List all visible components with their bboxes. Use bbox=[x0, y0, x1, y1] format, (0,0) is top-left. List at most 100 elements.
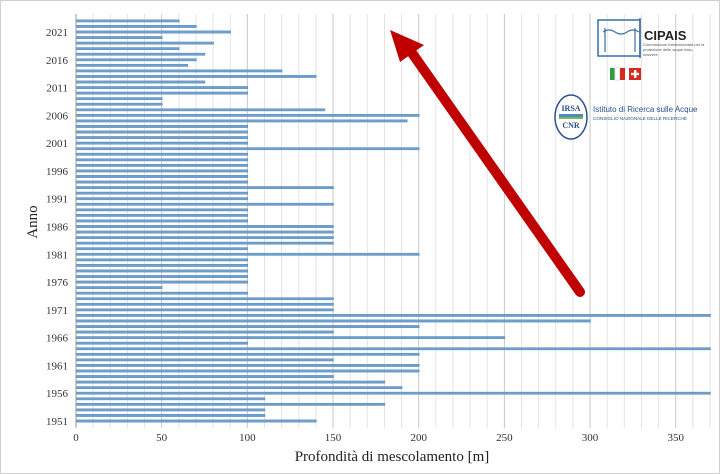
irsa-logo-graphic: IRSA CNR Istituto di Ricerca sulle Acque… bbox=[554, 94, 698, 140]
bar-1967 bbox=[76, 330, 334, 334]
swiss-flag-icon bbox=[629, 68, 641, 80]
cipais-name: CIPAIS bbox=[644, 28, 687, 43]
y-tick-label: 2001 bbox=[46, 138, 68, 150]
bar-1987 bbox=[76, 219, 249, 223]
x-axis-label: Profondità di mescolamento [m] bbox=[295, 449, 490, 465]
cipais-square-icon bbox=[597, 19, 641, 57]
irsa-cnr-logo: IRSA CNR Istituto di Ricerca sulle Acque… bbox=[553, 92, 713, 142]
y-tick-label: 1961 bbox=[46, 360, 68, 372]
x-tick-labels: 0 50 100 150 200 250 300 350 bbox=[73, 432, 684, 444]
bar-1957 bbox=[76, 386, 403, 390]
arrow-shaft bbox=[407, 48, 585, 297]
x-tick-label: 50 bbox=[156, 432, 168, 444]
y-tick-label: 1956 bbox=[46, 388, 69, 400]
bar-1965 bbox=[76, 341, 249, 345]
bar-1972 bbox=[76, 302, 334, 306]
bar-1998 bbox=[76, 158, 249, 162]
bar-1976 bbox=[76, 280, 249, 284]
bar-2004 bbox=[76, 125, 249, 128]
bar-1991 bbox=[76, 197, 249, 201]
arrow-head bbox=[390, 30, 424, 62]
x-tick-label: 350 bbox=[667, 432, 684, 444]
bar-1956 bbox=[76, 391, 711, 395]
x-tick-label: 0 bbox=[73, 432, 79, 444]
bar-1970 bbox=[76, 314, 711, 317]
bar-1984 bbox=[76, 236, 334, 239]
bar-2013 bbox=[76, 75, 317, 78]
cipais-wave-icon bbox=[602, 29, 640, 35]
bar-1958 bbox=[76, 380, 386, 384]
bar-1974 bbox=[76, 291, 249, 295]
y-tick-label: 1951 bbox=[46, 416, 68, 428]
bar-1999 bbox=[76, 152, 249, 156]
bar-1996 bbox=[76, 169, 249, 173]
y-tick-label: 1976 bbox=[46, 277, 69, 289]
bar-2006 bbox=[76, 113, 420, 117]
bar-1990 bbox=[76, 202, 334, 206]
bar-1973 bbox=[76, 297, 334, 301]
bar-1978 bbox=[76, 269, 249, 273]
bar-2016 bbox=[76, 58, 197, 62]
bar-1986 bbox=[76, 225, 334, 228]
bar-1968 bbox=[76, 325, 420, 328]
bar-2011 bbox=[76, 86, 249, 89]
bar-2007 bbox=[76, 108, 326, 112]
bar-1983 bbox=[76, 241, 334, 245]
bar-2010 bbox=[76, 91, 249, 95]
bar-2015 bbox=[76, 63, 189, 67]
bar-2002 bbox=[76, 136, 249, 139]
irsa-badge-top: IRSA bbox=[561, 104, 580, 113]
bar-2018 bbox=[76, 47, 180, 51]
bar-1964 bbox=[76, 347, 711, 351]
bar-1951 bbox=[76, 419, 317, 423]
bar-1994 bbox=[76, 180, 249, 184]
italy-flag-icon bbox=[610, 67, 625, 81]
y-tick-label: 2006 bbox=[46, 110, 69, 122]
trend-arrow bbox=[390, 30, 585, 297]
bar-1971 bbox=[76, 308, 334, 312]
bar-1975 bbox=[76, 286, 163, 289]
x-tick-label: 300 bbox=[582, 432, 599, 444]
x-tick-label: 100 bbox=[239, 432, 256, 444]
bar-2008 bbox=[76, 102, 163, 106]
bar-1969 bbox=[76, 319, 591, 323]
y-tick-label: 1991 bbox=[46, 194, 68, 206]
bar-2022 bbox=[76, 25, 197, 28]
bar-1960 bbox=[76, 369, 420, 373]
bar-2023 bbox=[76, 19, 180, 23]
bar-2014 bbox=[76, 69, 283, 73]
bar-1985 bbox=[76, 230, 334, 234]
x-tick-label: 200 bbox=[410, 432, 427, 444]
y-tick-label: 1966 bbox=[46, 333, 69, 345]
y-tick-label: 1981 bbox=[46, 249, 68, 261]
y-axis-label: Anno bbox=[25, 205, 41, 238]
bar-1981 bbox=[76, 252, 420, 256]
y-tick-label: 2011 bbox=[46, 83, 68, 95]
bar-2005 bbox=[76, 119, 408, 123]
bar-1992 bbox=[76, 191, 249, 195]
bar-1989 bbox=[76, 208, 249, 212]
bar-1961 bbox=[76, 364, 420, 367]
bar-1963 bbox=[76, 352, 420, 356]
bar-2020 bbox=[76, 36, 163, 39]
y-tick-label: 2021 bbox=[46, 27, 68, 39]
bar-1997 bbox=[76, 164, 249, 167]
bar-1988 bbox=[76, 214, 249, 217]
bar-2012 bbox=[76, 80, 206, 84]
bar-2009 bbox=[76, 97, 163, 101]
x-tick-label: 250 bbox=[496, 432, 513, 444]
bar-2021 bbox=[76, 30, 231, 34]
bar-1962 bbox=[76, 358, 334, 362]
bar-1953 bbox=[76, 408, 266, 412]
bar-1952 bbox=[76, 414, 266, 417]
bar-1980 bbox=[76, 258, 249, 262]
bar-2017 bbox=[76, 52, 206, 56]
cipais-subtitle: Commissione internazionale per la protez… bbox=[643, 42, 705, 57]
y-tick-labels: 2021 2016 2011 2006 2001 1996 1991 1986 1981 1976… bbox=[46, 27, 69, 428]
irsa-name: Istituto di Ricerca sulle Acque bbox=[593, 105, 698, 114]
cipais-logo-graphic: CIPAIS Commissione internazionale per la… bbox=[597, 18, 705, 81]
y-tick-label: 1996 bbox=[46, 166, 69, 178]
bar-1959 bbox=[76, 375, 334, 378]
bar-2019 bbox=[76, 41, 214, 45]
